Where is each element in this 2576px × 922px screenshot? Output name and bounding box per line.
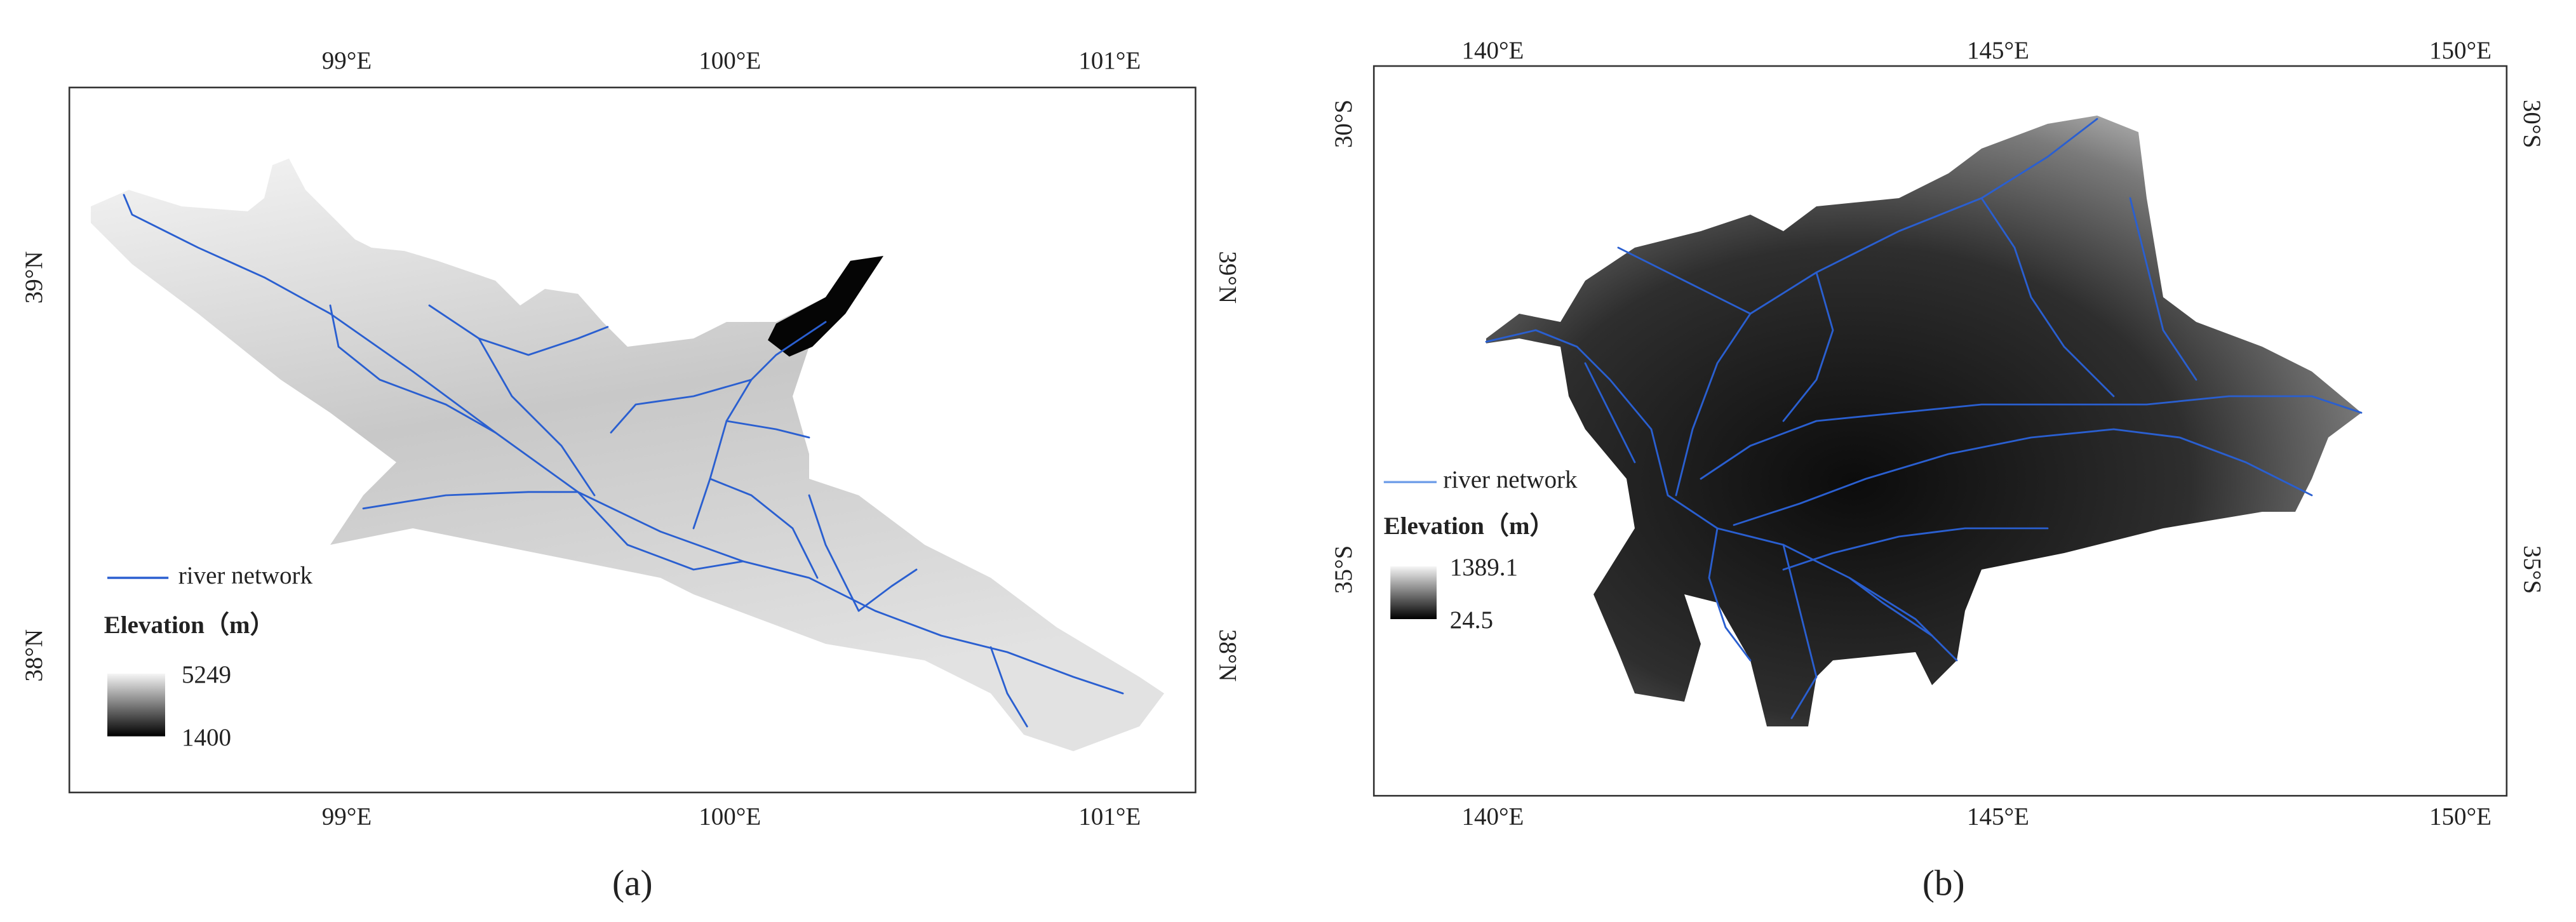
bottom-tick-label: 140°E xyxy=(1461,803,1524,831)
river xyxy=(362,491,579,510)
river xyxy=(692,321,827,530)
right-tick-label: 35°S xyxy=(2518,545,2546,594)
panel-b xyxy=(1372,65,2508,797)
river-network xyxy=(123,194,1124,728)
river xyxy=(577,491,744,571)
river xyxy=(808,494,860,612)
river-network xyxy=(1485,117,2363,719)
top-tick-label: 145°E xyxy=(1967,37,2029,64)
right-tick-label: 39°N xyxy=(1214,251,1241,304)
basin-low-area xyxy=(768,256,883,357)
legend-min: 1400 xyxy=(182,724,231,751)
legend-title: Elevation（m） xyxy=(1384,512,1555,540)
river xyxy=(989,646,1028,728)
legend-label: river network xyxy=(1443,466,1578,493)
legend-a: river network Elevation（m） 5249 1400 xyxy=(104,562,313,751)
river xyxy=(428,304,609,356)
top-tick-label: 99°E xyxy=(322,47,372,74)
left-tick-label: 38°N xyxy=(20,629,48,682)
top-tick-label: 150°E xyxy=(2429,37,2492,64)
river xyxy=(1708,527,1752,662)
river xyxy=(1733,428,2313,526)
panel-label: (b) xyxy=(1922,863,1965,903)
legend-title: Elevation（m） xyxy=(104,611,275,639)
legend-max: 5249 xyxy=(182,661,231,688)
river xyxy=(1848,577,1933,637)
legend-min: 24.5 xyxy=(1450,606,1493,634)
map-frame xyxy=(1372,65,2508,797)
basin xyxy=(91,158,1164,752)
right-tick-label: 38°N xyxy=(1214,629,1241,682)
river xyxy=(1782,271,1834,422)
bottom-tick-label: 99°E xyxy=(322,803,372,831)
river xyxy=(1980,197,2115,398)
bottom-tick-label: 100°E xyxy=(699,803,761,831)
left-tick-label: 35°S xyxy=(1330,545,1357,594)
river xyxy=(2129,197,2197,381)
elevation-ramp xyxy=(1390,566,1437,620)
panel-label: (a) xyxy=(612,863,652,903)
river xyxy=(478,337,596,497)
top-tick-label: 140°E xyxy=(1461,37,1524,64)
river xyxy=(1782,544,1818,719)
left-tick-label: 39°N xyxy=(20,251,48,304)
bottom-tick-label: 101°E xyxy=(1078,803,1141,831)
river xyxy=(709,478,819,579)
left-tick-label: 30°S xyxy=(1330,100,1357,148)
basin xyxy=(1486,116,2361,727)
river xyxy=(1617,246,1752,315)
bottom-tick-label: 150°E xyxy=(2429,803,2492,831)
legend-b: river network Elevation（m） 1389.1 24.5 xyxy=(1384,466,1578,634)
map-frame xyxy=(68,86,1197,794)
legend-label: river network xyxy=(178,562,313,589)
legend-max: 1389.1 xyxy=(1450,554,1518,581)
river xyxy=(610,378,753,434)
elevation-ramp xyxy=(107,673,165,737)
river xyxy=(329,304,497,434)
panel-a xyxy=(68,86,1197,794)
river xyxy=(857,568,918,612)
river xyxy=(1584,362,1636,464)
top-tick-label: 101°E xyxy=(1078,47,1141,74)
river xyxy=(1485,329,1958,662)
river xyxy=(1782,527,2049,571)
river xyxy=(1700,395,2363,480)
river xyxy=(123,194,1124,695)
top-tick-label: 100°E xyxy=(699,47,761,74)
river xyxy=(725,420,810,439)
bottom-tick-label: 145°E xyxy=(1967,803,2029,831)
right-tick-label: 30°S xyxy=(2518,100,2546,148)
